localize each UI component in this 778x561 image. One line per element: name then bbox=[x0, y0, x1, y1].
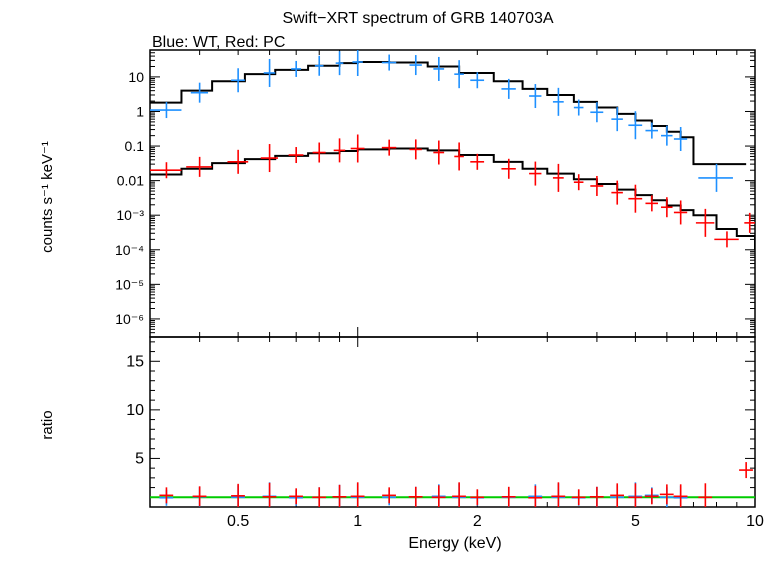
ratio-panel: 5 10 15 0.5 1 2 5 10 bbox=[126, 336, 764, 530]
y-tick-label: 10⁻³ bbox=[116, 207, 144, 223]
y-tick-label: 0.1 bbox=[125, 138, 145, 154]
pc-model-line bbox=[150, 147, 755, 250]
y-tick-label: 10⁻⁵ bbox=[115, 276, 144, 292]
spectrum-y-axis-label: counts s⁻¹ keV⁻¹ bbox=[39, 141, 56, 253]
ratio-y-tick-label: 10 bbox=[126, 402, 144, 419]
y-tick-label: 10⁻⁴ bbox=[115, 242, 144, 258]
y-tick-label: 10⁻⁶ bbox=[115, 311, 144, 327]
chart-subtitle: Blue: WT, Red: PC bbox=[152, 34, 285, 51]
ratio-y-tick-label: 5 bbox=[135, 450, 144, 467]
spectrum-frame bbox=[149, 49, 756, 338]
x-tick-label: 1 bbox=[353, 513, 362, 530]
x-tick-label: 0.5 bbox=[227, 513, 249, 530]
x-tick-label: 2 bbox=[473, 513, 482, 530]
spectrum-panel: 10 1 0.1 0.01 10⁻³ 10⁻⁴ 10⁻⁵ 10⁻⁶ bbox=[115, 49, 756, 338]
ratio-y-axis-label: ratio bbox=[39, 410, 56, 439]
y-tick-label: 10 bbox=[128, 69, 144, 85]
spectrum-data bbox=[150, 50, 755, 250]
ratio-data bbox=[150, 462, 755, 507]
y-tick-label: 1 bbox=[136, 103, 144, 119]
y-tick-label: 0.01 bbox=[117, 173, 144, 189]
chart-title: Swift−XRT spectrum of GRB 140703A bbox=[282, 10, 553, 27]
x-axis-label: Energy (keV) bbox=[408, 535, 501, 552]
x-tick-label: 5 bbox=[631, 513, 640, 530]
wt-model-line bbox=[150, 60, 747, 166]
ratio-frame bbox=[149, 336, 756, 508]
ratio-y-tick-label: 15 bbox=[126, 353, 144, 370]
x-tick-label: 10 bbox=[746, 513, 764, 530]
